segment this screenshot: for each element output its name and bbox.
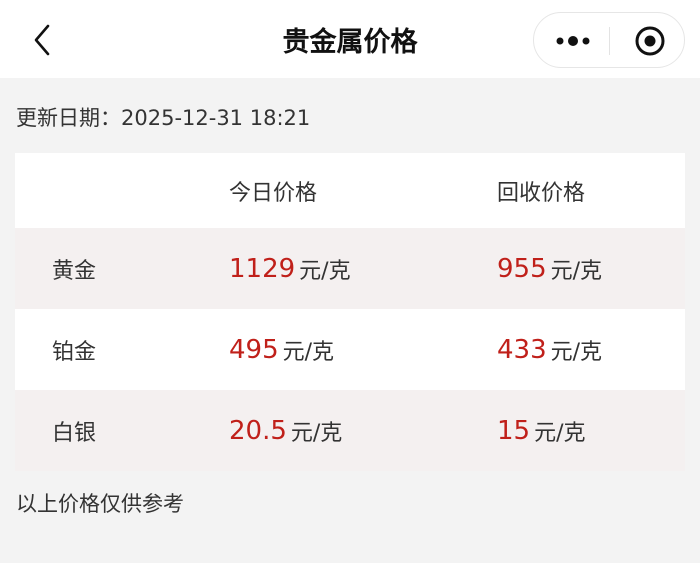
metal-name: 黄金	[52, 258, 97, 284]
update-date-label: 更新日期：	[16, 106, 121, 130]
recycle-price: 15 元/克	[497, 390, 586, 471]
header-recycle: 回收价格	[497, 180, 586, 206]
today-price: 495 元/克	[229, 309, 334, 390]
header-today: 今日价格	[229, 180, 318, 206]
more-dots-icon	[556, 36, 590, 46]
price-unit: 元/克	[290, 420, 343, 446]
back-button[interactable]	[28, 22, 60, 58]
update-date: 更新日期：2025-12-31 18:21	[16, 102, 310, 132]
price-value: 955	[497, 253, 547, 284]
price-value: 1129	[229, 253, 296, 284]
price-value: 20.5	[229, 415, 287, 446]
today-price: 20.5 元/克	[229, 390, 342, 471]
price-value: 433	[497, 334, 547, 365]
target-close-icon	[635, 26, 665, 56]
nav-bar: 贵金属价格	[0, 0, 700, 78]
price-value: 15	[497, 415, 531, 446]
price-unit: 元/克	[282, 339, 335, 365]
table-row: 黄金 1129 元/克 955 元/克	[15, 228, 685, 309]
chevron-left-icon	[34, 24, 50, 56]
update-date-value: 2025-12-31 18:21	[121, 106, 311, 130]
disclaimer-note: 以上价格仅供参考	[16, 492, 184, 516]
metal-name: 白银	[52, 420, 97, 446]
recycle-price: 955 元/克	[497, 228, 602, 309]
metal-name: 铂金	[52, 339, 97, 365]
close-button[interactable]	[610, 13, 686, 69]
mini-program-capsule	[533, 12, 685, 68]
recycle-price: 433 元/克	[497, 309, 602, 390]
table-row: 铂金 495 元/克 433 元/克	[15, 309, 685, 390]
price-unit: 元/克	[299, 258, 351, 284]
price-unit: 元/克	[550, 339, 603, 365]
today-price: 1129 元/克	[229, 228, 351, 309]
table-header: 今日价格 回收价格	[15, 153, 685, 228]
price-value: 495	[229, 334, 279, 365]
price-unit: 元/克	[534, 420, 586, 446]
table-row: 白银 20.5 元/克 15 元/克	[15, 390, 685, 471]
price-table: 今日价格 回收价格 黄金 1129 元/克 955 元/克 铂金 495 元/克 43…	[15, 153, 685, 471]
capsule-divider	[609, 27, 610, 55]
more-button[interactable]	[534, 13, 610, 69]
price-unit: 元/克	[550, 258, 603, 284]
